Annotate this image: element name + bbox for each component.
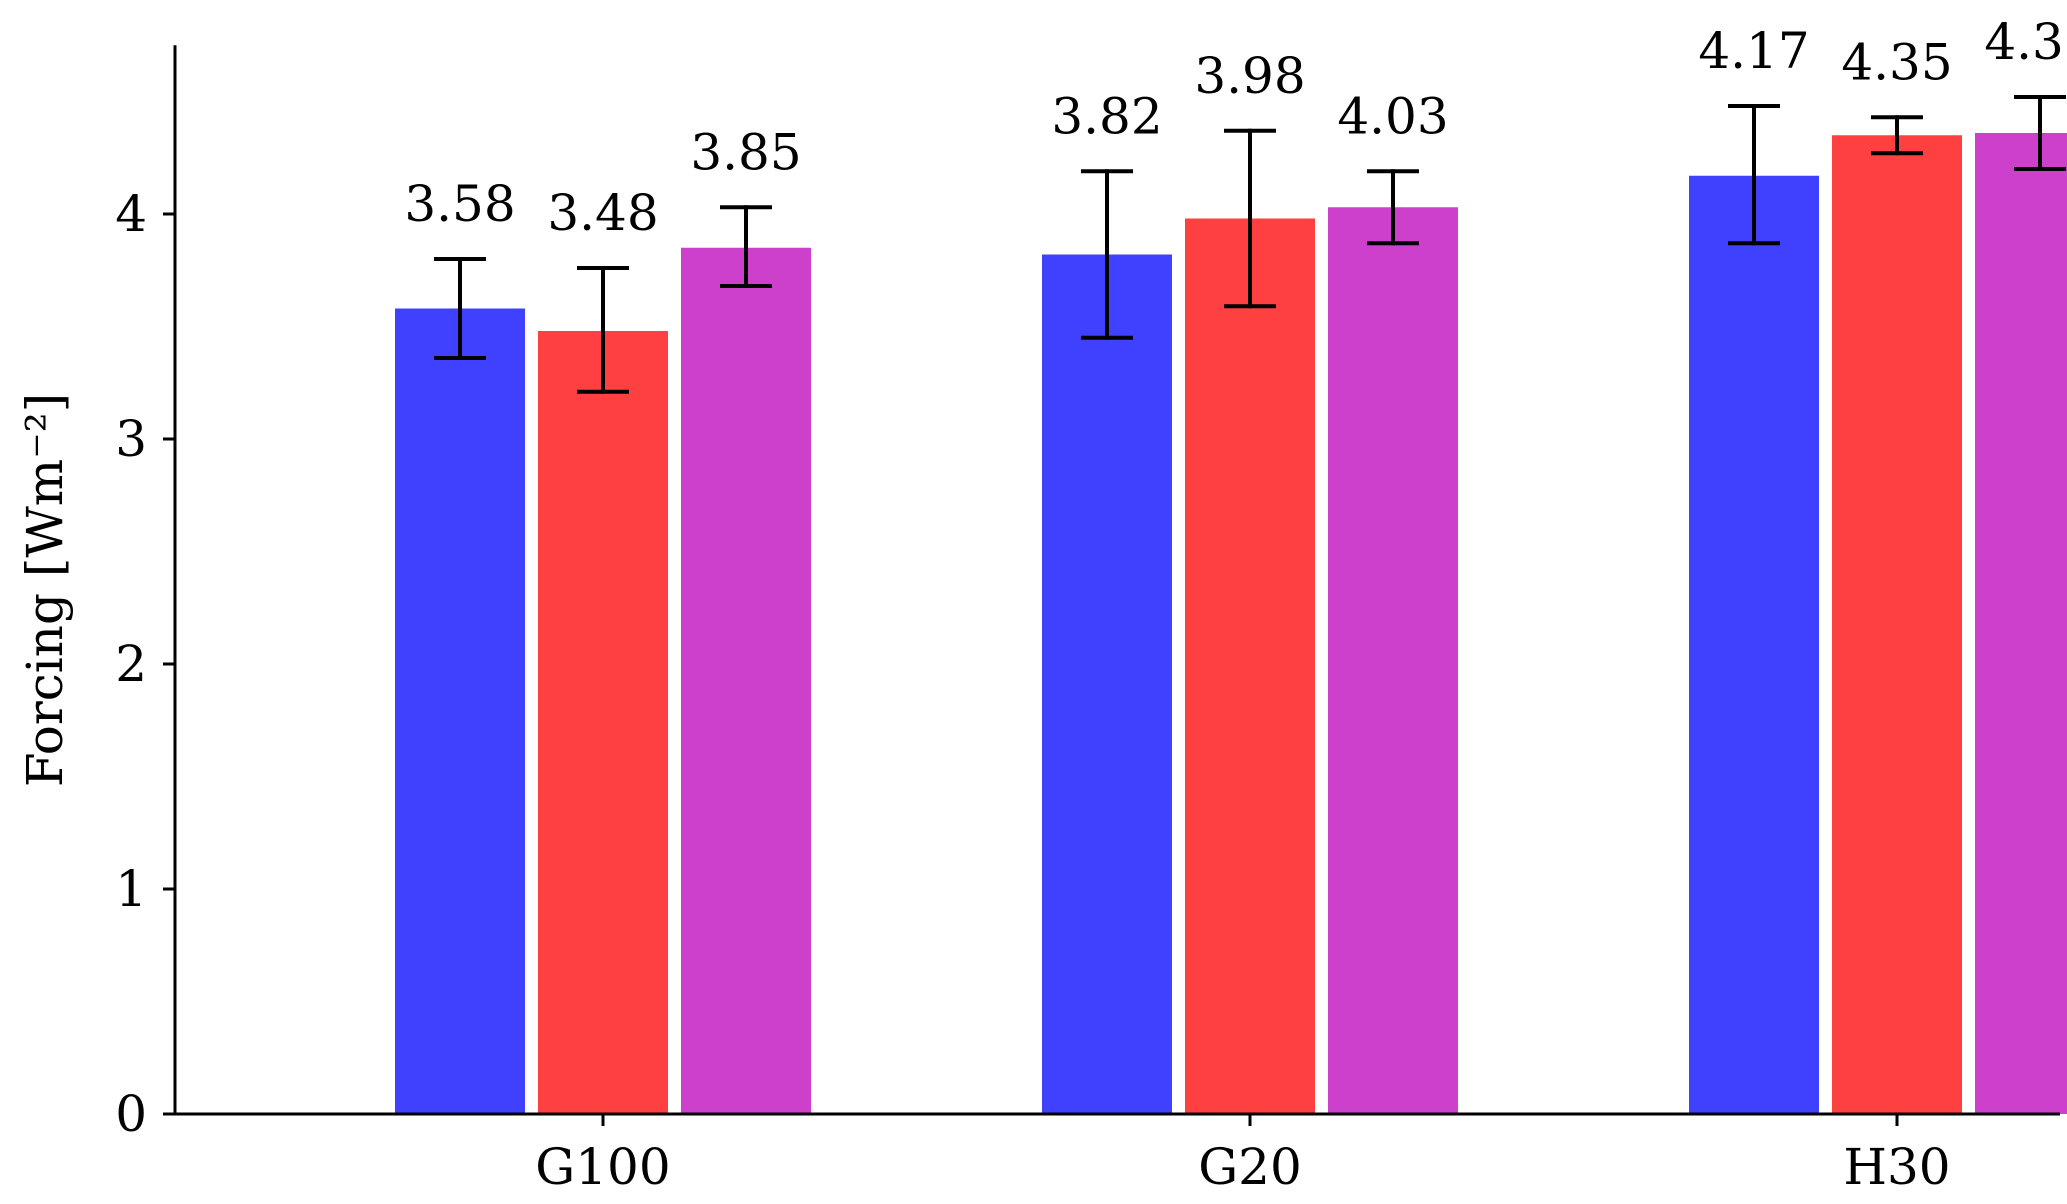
bar-value-label: 4.17 — [1698, 22, 1809, 80]
error-bar — [577, 266, 629, 394]
bar — [1975, 133, 2067, 1114]
bar-value-label: 4.35 — [1841, 33, 1952, 91]
error-bar — [434, 257, 486, 360]
error-bars-layer — [434, 95, 2066, 394]
error-bar — [1871, 115, 1923, 156]
error-bar — [720, 205, 772, 288]
error-bar — [1728, 104, 1780, 246]
bar-value-label: 4.03 — [1337, 87, 1448, 145]
value-labels-layer: 3.58 3.82 4.17 3.48 3.98 4.35 3.85 4.03 4.36 — [404, 13, 2067, 242]
bar-value-label: 3.85 — [690, 123, 801, 181]
bar — [538, 331, 668, 1114]
bar-value-label: 3.48 — [547, 184, 658, 242]
x-category-label: G20 — [1198, 1138, 1302, 1196]
bar — [1042, 254, 1172, 1114]
bar — [681, 247, 811, 1114]
error-bar — [1224, 128, 1276, 309]
bar-value-label: 3.98 — [1194, 47, 1305, 105]
x-ticks: G100 G20 H30 — [535, 1114, 1951, 1196]
bar-value-label: 3.58 — [404, 175, 515, 233]
error-bar — [1367, 169, 1419, 246]
y-ticks: 0 1 2 3 4 — [115, 185, 175, 1143]
bar-value-label: 4.36 — [1984, 13, 2067, 71]
y-tick-label: 3 — [115, 410, 147, 468]
bars-layer — [395, 133, 2067, 1114]
error-bar — [2014, 95, 2066, 171]
bar — [1832, 135, 1962, 1114]
bar — [1689, 175, 1819, 1114]
x-category-label: G100 — [535, 1138, 670, 1196]
x-category-label: H30 — [1843, 1138, 1950, 1196]
error-bar — [1081, 169, 1133, 340]
bar — [395, 308, 525, 1114]
bar — [1328, 207, 1458, 1114]
y-tick-label: 4 — [115, 185, 147, 243]
y-tick-label: 1 — [115, 860, 147, 918]
y-axis-title: Forcing [Wm⁻²] — [16, 393, 74, 787]
y-tick-label: 2 — [115, 635, 147, 693]
y-tick-label: 0 — [115, 1085, 147, 1143]
bar-value-label: 3.82 — [1051, 87, 1162, 145]
bar — [1185, 218, 1315, 1114]
